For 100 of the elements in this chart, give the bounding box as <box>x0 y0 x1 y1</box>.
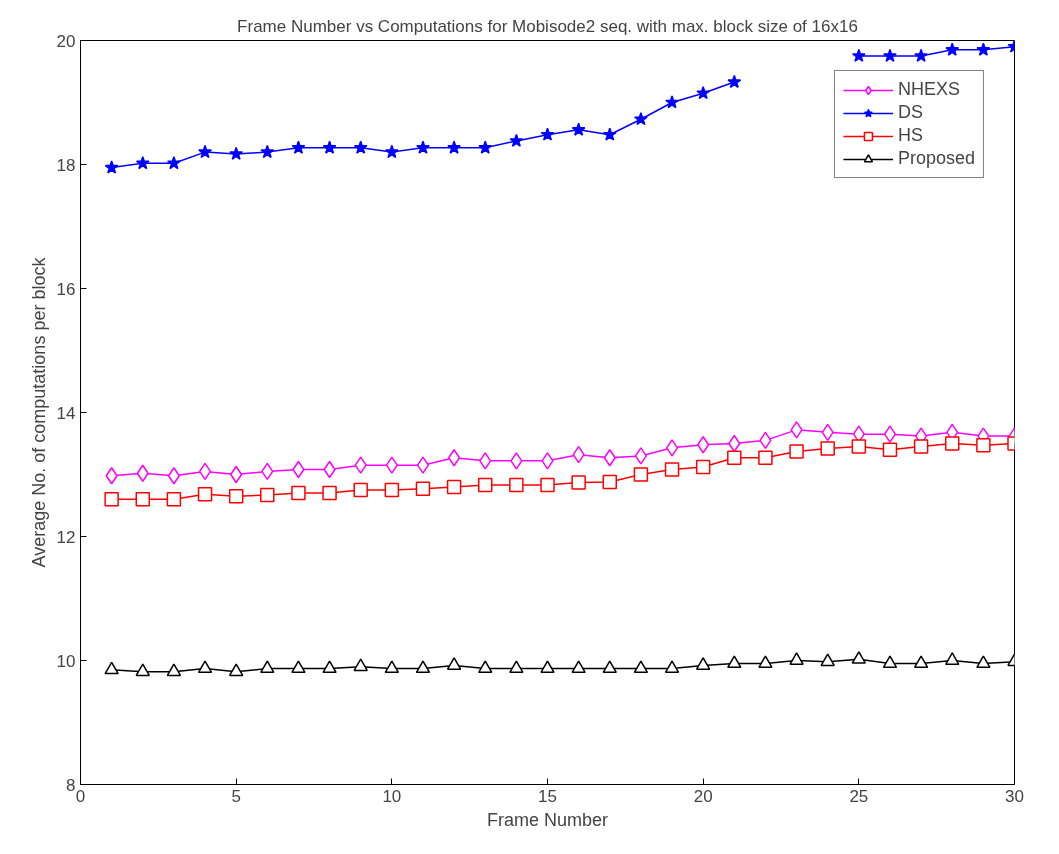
point <box>820 441 835 456</box>
point <box>291 660 306 674</box>
point <box>820 653 835 667</box>
point <box>322 140 337 154</box>
point <box>541 452 554 470</box>
point <box>944 652 960 665</box>
point <box>479 452 492 470</box>
point <box>322 660 337 674</box>
point <box>976 42 991 56</box>
point <box>291 485 306 501</box>
point <box>944 436 960 451</box>
point <box>727 450 742 466</box>
point <box>104 492 119 507</box>
point <box>322 485 337 501</box>
point <box>509 660 524 674</box>
x-tick-label: 5 <box>231 786 241 806</box>
point <box>603 449 616 467</box>
point <box>851 651 867 664</box>
point <box>104 160 119 174</box>
point <box>976 655 991 669</box>
point <box>197 487 213 502</box>
x-tick-label: 30 <box>1005 786 1024 806</box>
point <box>633 467 649 482</box>
point <box>446 479 462 495</box>
point <box>913 655 929 669</box>
point <box>727 74 742 89</box>
x-tick-label: 20 <box>693 786 713 806</box>
point <box>882 442 898 457</box>
point <box>665 95 679 109</box>
legend-label: NHEXS <box>897 79 960 100</box>
point <box>790 421 803 439</box>
point <box>478 140 493 154</box>
legend-label: Proposed <box>897 148 975 169</box>
point <box>914 48 929 63</box>
point <box>260 487 275 503</box>
x-tick-label: 25 <box>849 786 869 806</box>
x-tick-label: 0 <box>75 786 86 806</box>
point <box>415 481 431 497</box>
point <box>913 439 929 454</box>
point <box>602 474 618 490</box>
point <box>571 660 586 674</box>
point <box>228 488 244 504</box>
point <box>291 140 306 154</box>
point <box>446 657 462 670</box>
y-tick-label: 18 <box>56 155 76 175</box>
point <box>198 144 212 159</box>
point <box>166 663 182 677</box>
point <box>104 661 119 675</box>
point <box>477 660 493 674</box>
y-tick-label: 8 <box>66 775 76 795</box>
point <box>789 444 804 459</box>
x-tick-label: 15 <box>538 786 557 806</box>
point <box>198 462 212 481</box>
point <box>166 156 181 170</box>
point <box>228 663 244 677</box>
point <box>353 482 368 498</box>
point <box>882 655 898 669</box>
point <box>135 492 151 507</box>
point <box>384 144 399 159</box>
point <box>509 133 524 147</box>
point <box>664 462 680 477</box>
point <box>416 456 430 474</box>
point <box>696 85 711 100</box>
point <box>883 425 897 443</box>
point <box>664 660 680 674</box>
point <box>354 456 367 474</box>
point <box>602 127 617 141</box>
point <box>384 482 400 498</box>
point <box>540 127 555 141</box>
point <box>851 439 867 454</box>
x-axis-title: Frame Number <box>486 809 609 830</box>
point <box>571 475 586 490</box>
legend-label: HS <box>897 125 923 146</box>
point <box>260 144 275 159</box>
point <box>945 42 960 56</box>
point <box>229 146 244 160</box>
point <box>633 111 648 126</box>
point <box>197 660 213 674</box>
point <box>571 122 586 136</box>
point <box>447 140 462 154</box>
point <box>353 140 368 154</box>
point <box>540 477 555 493</box>
y-tick-label: 16 <box>56 279 76 299</box>
y-tick-label: 20 <box>56 31 76 51</box>
point <box>384 660 400 674</box>
point <box>415 660 431 674</box>
point <box>602 660 618 674</box>
point <box>851 48 866 63</box>
point <box>385 456 398 474</box>
point <box>135 156 150 170</box>
point <box>789 652 804 665</box>
y-tick-label: 10 <box>56 651 76 671</box>
point <box>477 477 493 493</box>
point <box>695 657 711 670</box>
point <box>416 140 430 154</box>
chart-title: Frame Number vs Computations for Mobisode2 seq. with max. block size of 16x16 <box>237 16 858 36</box>
point <box>135 663 151 677</box>
point <box>509 477 524 493</box>
point <box>540 660 555 674</box>
legend-label: DS <box>897 102 923 123</box>
